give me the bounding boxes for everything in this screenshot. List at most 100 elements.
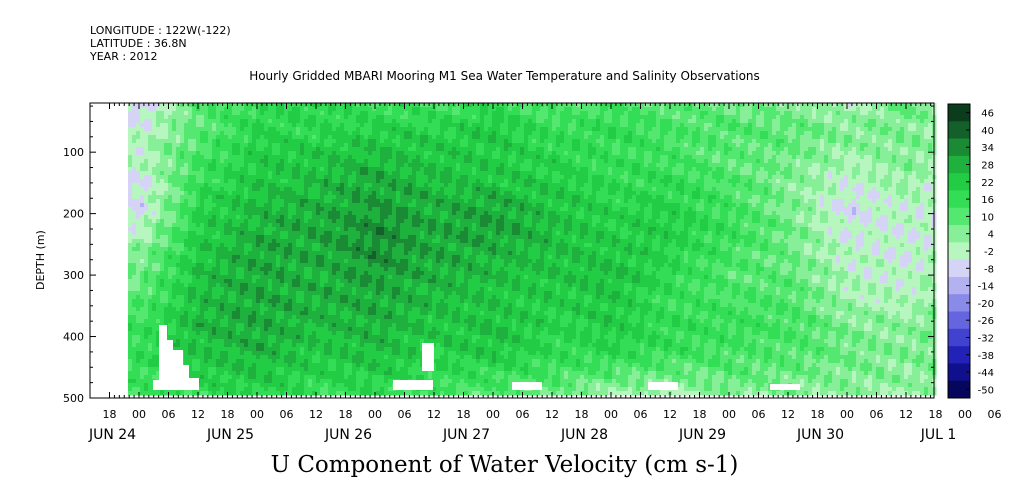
heatmap-cell (140, 287, 145, 292)
heatmap-cell (384, 323, 389, 328)
heatmap-cell (192, 183, 197, 188)
heatmap-cell (344, 299, 349, 304)
heatmap-cell (196, 115, 201, 120)
heatmap-cell (360, 271, 365, 276)
heatmap-cell (128, 391, 133, 396)
heatmap-cell (184, 235, 189, 240)
heatmap-cell (288, 271, 293, 276)
heatmap-cell (396, 139, 401, 144)
heatmap-cell (332, 243, 337, 248)
heatmap-cell (236, 351, 241, 356)
heatmap-cell (172, 211, 177, 216)
heatmap-cell (392, 215, 397, 220)
heatmap-cell (128, 119, 133, 124)
heatmap-cell (324, 167, 329, 172)
heatmap-cell (156, 119, 161, 124)
heatmap-cell (304, 295, 309, 300)
heatmap-cell (140, 347, 145, 352)
heatmap-cell (324, 163, 329, 168)
heatmap-cell (156, 283, 161, 288)
heatmap-cell (288, 127, 293, 132)
heatmap-cell (192, 391, 197, 396)
heatmap-cell (132, 235, 137, 240)
heatmap-cell (216, 307, 221, 312)
heatmap-cell (300, 167, 305, 172)
heatmap-cell (252, 251, 257, 256)
heatmap-cell (240, 107, 245, 112)
heatmap-cell (376, 335, 381, 340)
heatmap-cell (308, 267, 313, 272)
heatmap-cell (232, 299, 237, 304)
heatmap-cell (320, 343, 325, 348)
heatmap-cell (344, 379, 349, 384)
heatmap-cell (268, 339, 273, 344)
heatmap-cell (208, 367, 213, 372)
heatmap-cell (168, 223, 173, 228)
heatmap-cell (216, 227, 221, 232)
heatmap-cell (368, 199, 373, 204)
heatmap-cell (376, 307, 381, 312)
heatmap-cell (132, 127, 137, 132)
heatmap-cell (400, 195, 405, 200)
heatmap-cell (132, 363, 137, 368)
heatmap-cell (396, 339, 401, 344)
heatmap-cell (304, 367, 309, 372)
heatmap-cell (352, 215, 357, 220)
heatmap-cell (204, 343, 209, 348)
heatmap-cell (348, 227, 353, 232)
heatmap-cell (376, 123, 381, 128)
heatmap-cell (204, 103, 209, 108)
heatmap-cell (376, 143, 381, 148)
heatmap-cell (268, 203, 273, 208)
heatmap-cell (316, 123, 321, 128)
heatmap-cell (324, 383, 329, 388)
heatmap-cell (308, 143, 313, 148)
heatmap-cell (152, 139, 157, 144)
heatmap-cell (232, 391, 237, 396)
heatmap-cell (228, 335, 233, 340)
heatmap-cell (164, 195, 169, 200)
heatmap-cell (224, 323, 229, 328)
heatmap-cell (284, 319, 289, 324)
heatmap-cell (272, 319, 277, 324)
heatmap-cell (272, 323, 277, 328)
heatmap-cell (392, 259, 397, 264)
heatmap-cell (352, 195, 357, 200)
heatmap-cell (288, 383, 293, 388)
heatmap-cell (224, 107, 229, 112)
heatmap-cell (160, 227, 165, 232)
heatmap-cell (208, 339, 213, 344)
heatmap-cell (392, 315, 397, 320)
heatmap-cell (364, 235, 369, 240)
heatmap-cell (328, 175, 333, 180)
heatmap-cell (336, 259, 341, 264)
heatmap-cell (356, 183, 361, 188)
heatmap-cell (132, 279, 137, 284)
heatmap-cell (260, 383, 265, 388)
heatmap-cell (176, 339, 181, 344)
heatmap-cell (384, 295, 389, 300)
heatmap-cell (260, 271, 265, 276)
latitude-label: LATITUDE : 36.8N (90, 37, 187, 50)
heatmap-cell (216, 235, 221, 240)
heatmap-cell (340, 371, 345, 376)
heatmap-cell (148, 335, 153, 340)
heatmap-cell (292, 371, 297, 376)
heatmap-cell (348, 311, 353, 316)
heatmap-cell (156, 267, 161, 272)
heatmap-cell (180, 167, 185, 172)
heatmap-cell (200, 199, 205, 204)
heatmap-cell (312, 203, 317, 208)
heatmap-cell (232, 163, 237, 168)
heatmap-cell (268, 303, 273, 308)
heatmap-cell (308, 191, 313, 196)
heatmap-cell (236, 271, 241, 276)
heatmap-cell (380, 359, 385, 364)
heatmap-cell (128, 239, 133, 244)
heatmap-cell (380, 287, 385, 292)
heatmap-cell (260, 195, 265, 200)
heatmap-cell (380, 267, 385, 272)
heatmap-cell (240, 183, 245, 188)
heatmap-cell (264, 231, 269, 236)
heatmap-cell (308, 203, 313, 208)
